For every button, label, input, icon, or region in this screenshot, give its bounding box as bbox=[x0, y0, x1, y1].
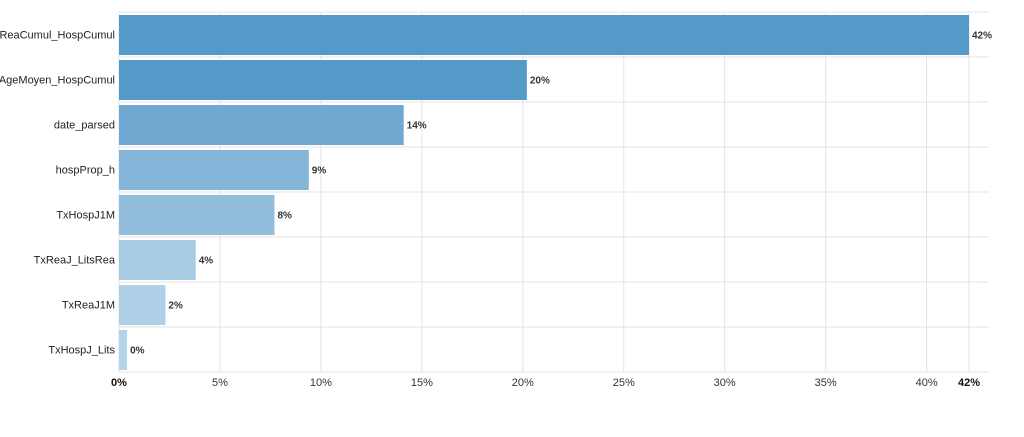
x-tick-label-30: 30% bbox=[714, 377, 736, 389]
bar-TxHospJ_Lits[interactable] bbox=[119, 330, 128, 370]
bar-TxReaJ_LitsRea[interactable] bbox=[119, 240, 196, 280]
bar-ReaCumul_HospCumul[interactable] bbox=[119, 15, 969, 55]
category-label-ReaCumul_HospCumul: ReaCumul_HospCumul bbox=[0, 30, 115, 42]
bar-AgeMoyen_HospCumul[interactable] bbox=[119, 60, 527, 100]
x-tick-label-25: 25% bbox=[613, 377, 635, 389]
x-tick-label-0: 0% bbox=[111, 377, 127, 389]
category-label-TxReaJ1M: TxReaJ1M bbox=[62, 300, 115, 312]
category-label-hospProp_h: hospProp_h bbox=[56, 165, 115, 177]
x-tick-label-max: 42% bbox=[958, 377, 980, 389]
category-label-TxHospJ1M: TxHospJ1M bbox=[56, 210, 115, 222]
value-label-TxHospJ_Lits: 0% bbox=[130, 346, 145, 357]
value-label-TxReaJ_LitsRea: 4% bbox=[199, 256, 214, 267]
category-label-date_parsed: date_parsed bbox=[54, 120, 115, 132]
x-tick-label-5: 5% bbox=[212, 377, 228, 389]
category-label-TxHospJ_Lits: TxHospJ_Lits bbox=[48, 345, 115, 357]
value-label-date_parsed: 14% bbox=[407, 121, 427, 132]
value-label-AgeMoyen_HospCumul: 20% bbox=[530, 76, 550, 87]
category-label-AgeMoyen_HospCumul: AgeMoyen_HospCumul bbox=[0, 75, 115, 87]
value-labels: 42% 20% 14% 9% 8% 4% 2% 0% bbox=[130, 31, 992, 357]
category-label-TxReaJ_LitsRea: TxReaJ_LitsRea bbox=[34, 255, 116, 267]
value-label-TxHospJ1M: 8% bbox=[277, 211, 292, 222]
value-label-TxReaJ1M: 2% bbox=[168, 301, 183, 312]
x-tick-label-10: 10% bbox=[310, 377, 332, 389]
x-tick-label-15: 15% bbox=[411, 377, 433, 389]
value-label-hospProp_h: 9% bbox=[312, 166, 327, 177]
bar-TxHospJ1M[interactable] bbox=[119, 195, 275, 235]
bars bbox=[119, 15, 969, 370]
x-tick-label-35: 35% bbox=[815, 377, 837, 389]
x-tick-label-40: 40% bbox=[916, 377, 938, 389]
bar-date_parsed[interactable] bbox=[119, 105, 404, 145]
x-tick-label-20: 20% bbox=[512, 377, 534, 389]
category-labels: ReaCumul_HospCumul AgeMoyen_HospCumuldate… bbox=[0, 30, 116, 357]
value-label-ReaCumul_HospCumul: 42% bbox=[972, 31, 992, 42]
gridlines bbox=[118, 11, 989, 373]
bar-TxReaJ1M[interactable] bbox=[119, 285, 166, 325]
x-axis-ticks: 0% 5% 10% 15% 20% 25% 30% 35% 40% 42% bbox=[111, 377, 980, 389]
bar-hospProp_h[interactable] bbox=[119, 150, 309, 190]
